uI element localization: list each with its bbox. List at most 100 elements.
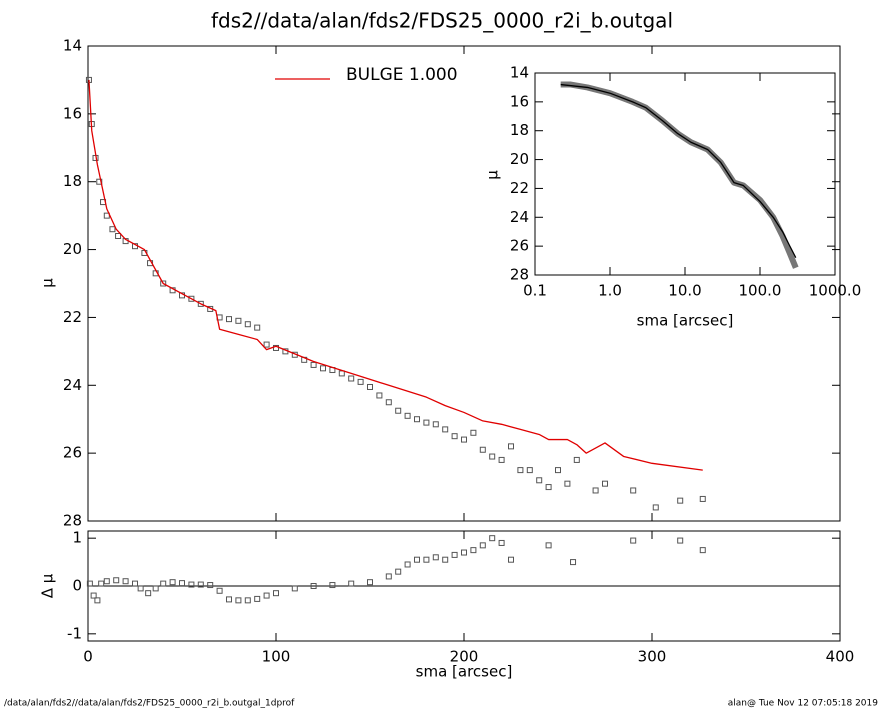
y-tick-label: 18 <box>510 121 529 139</box>
data-point <box>677 537 684 544</box>
y-tick-label: 16 <box>63 104 82 122</box>
y-tick-label: -1 <box>67 624 82 642</box>
data-point <box>442 556 449 563</box>
data-point <box>395 568 402 575</box>
legend-label: BULGE 1.000 <box>346 65 458 85</box>
data-point <box>160 580 167 587</box>
data-point <box>115 233 122 239</box>
x-tick-label: 400 <box>826 648 855 666</box>
data-point <box>573 456 580 463</box>
data-point <box>508 556 514 563</box>
data-point <box>564 480 571 487</box>
data-point <box>291 585 298 592</box>
y-tick-label: 28 <box>510 266 529 284</box>
data-point <box>470 547 477 554</box>
data-point <box>244 597 251 604</box>
data-point <box>451 551 458 558</box>
y-axis-label: Δ μ <box>39 573 57 598</box>
data-point <box>357 378 364 385</box>
data-point <box>536 477 543 484</box>
y-tick-label: 20 <box>510 150 529 168</box>
data-line <box>88 79 703 471</box>
data-point <box>348 580 355 587</box>
y-tick-label: 0 <box>72 577 82 595</box>
data-point <box>235 597 242 604</box>
data-point <box>461 436 467 443</box>
data-point <box>677 497 684 504</box>
y-axis-label: μ <box>39 278 57 288</box>
data-point <box>169 579 176 586</box>
data-point <box>526 467 533 474</box>
data-point <box>414 556 420 563</box>
chart-title: fds2//data/alan/fds2/FDS25_0000_r2i_b.ou… <box>211 9 673 33</box>
footer-left: /data/alan/fds2//data/alan/fds2/FDS25_00… <box>4 699 295 708</box>
data-point <box>442 426 449 433</box>
data-point <box>160 280 167 287</box>
data-point <box>602 480 608 487</box>
data-point <box>273 590 279 597</box>
data-point <box>395 407 402 414</box>
data-point <box>451 433 458 440</box>
data-point <box>98 580 105 587</box>
data-point <box>385 399 392 406</box>
y-tick-label: 22 <box>63 308 82 326</box>
data-point <box>254 595 261 602</box>
y-tick-label: 20 <box>63 240 82 258</box>
data-point <box>432 421 439 428</box>
data-point <box>103 578 110 585</box>
x-tick-label: 200 <box>450 648 479 666</box>
data-point <box>652 504 659 511</box>
data-point <box>329 582 336 589</box>
data-point <box>489 535 496 542</box>
data-point <box>207 582 214 589</box>
x-tick-label: 10.0 <box>668 282 701 300</box>
y-tick-label: 28 <box>63 512 82 530</box>
x-tick-label: 0 <box>83 648 93 666</box>
x-tick-label: 1.0 <box>598 282 622 300</box>
y-tick-label: 1 <box>72 529 82 547</box>
y-axis-label: μ <box>484 170 502 180</box>
data-point <box>404 412 411 419</box>
data-point <box>263 592 270 599</box>
data-point <box>113 577 120 584</box>
data-point <box>152 585 159 592</box>
data-point <box>132 580 138 587</box>
data-point <box>86 580 93 587</box>
y-tick-label: 18 <box>63 172 82 190</box>
data-point <box>423 556 430 563</box>
x-tick-label: 1000.0 <box>809 282 862 300</box>
data-point <box>414 416 420 423</box>
data-point <box>216 587 223 594</box>
y-tick-label: 26 <box>510 237 529 255</box>
data-point <box>376 392 383 399</box>
x-axis-label: sma [arcsec] <box>637 312 734 330</box>
y-tick-label: 22 <box>510 179 529 197</box>
data-line <box>560 83 797 258</box>
data-point <box>254 324 261 331</box>
x-tick-label: 0.1 <box>523 282 547 300</box>
data-point <box>470 429 477 436</box>
data-point <box>90 592 97 599</box>
data-point <box>137 585 144 592</box>
y-tick-label: 24 <box>510 208 529 226</box>
data-point <box>508 443 514 450</box>
data-point <box>461 549 467 556</box>
data-point <box>498 539 505 546</box>
data-point <box>699 495 706 502</box>
data-point <box>432 554 439 561</box>
data-point <box>517 467 524 474</box>
data-point <box>630 487 637 494</box>
footer-right: alan@ Tue Nov 12 07:05:18 2019 <box>728 699 879 708</box>
data-point <box>179 580 185 587</box>
data-point <box>320 365 326 372</box>
data-point <box>479 542 486 549</box>
data-point <box>367 383 373 390</box>
y-tick-label: 16 <box>510 92 529 110</box>
y-tick-label: 24 <box>63 376 82 394</box>
data-point <box>545 484 552 491</box>
data-point <box>348 375 355 382</box>
data-point <box>263 341 270 348</box>
data-point <box>545 542 552 549</box>
